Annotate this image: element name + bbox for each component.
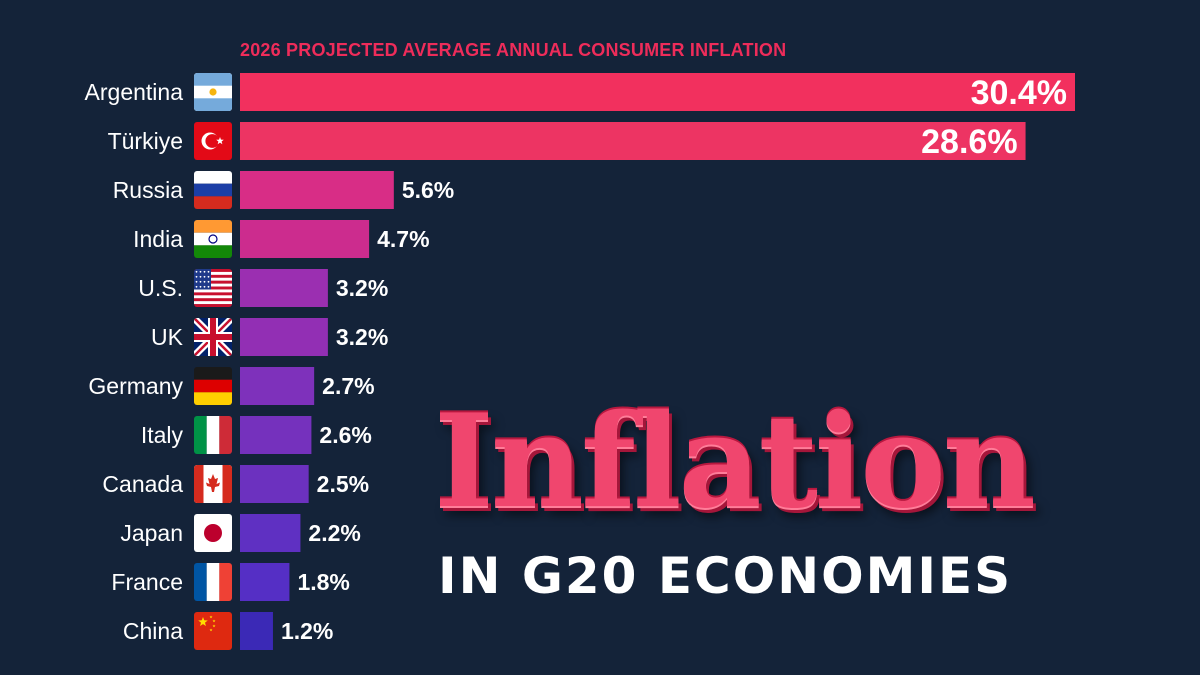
headline-subtitle: IN G20 ECONOMIES [438,547,1013,605]
value-label: 3.2% [336,324,388,350]
category-label: Germany [88,373,183,399]
category-label: Italy [141,422,184,448]
bar [240,318,328,356]
bar [240,73,1075,111]
bar [240,122,1026,160]
chart-title: 2026 PROJECTED AVERAGE ANNUAL CONSUMER I… [240,40,787,60]
argentina-flag-icon [194,73,232,111]
value-label: 2.7% [322,373,374,399]
category-label: UK [151,324,184,350]
bar [240,171,394,209]
france-flag-icon [194,563,232,601]
category-label: Türkiye [108,128,183,154]
india-flag-icon [194,220,232,258]
germany-flag-icon [194,367,232,405]
value-label: 1.2% [281,618,333,644]
china-flag-icon [194,612,232,650]
category-label: Russia [113,177,184,203]
category-label: Argentina [85,79,184,105]
category-label: France [111,569,183,595]
bar [240,416,312,454]
bar [240,220,370,258]
bar [240,514,301,552]
japan-flag-icon [194,514,232,552]
value-label: 30.4% [971,74,1067,112]
value-label: 2.6% [319,422,371,448]
bar [240,269,328,307]
bar [240,367,315,405]
bar [240,612,273,650]
value-label: 1.8% [297,569,349,595]
bar [240,465,309,503]
canada-flag-icon [194,465,232,503]
value-label: 4.7% [377,226,429,252]
category-label: Japan [120,520,183,546]
value-label: 2.2% [308,520,360,546]
value-label: 28.6% [921,123,1017,161]
turkiye-flag-icon [194,122,232,160]
value-label: 3.2% [336,275,388,301]
uk-flag-icon [194,318,232,356]
italy-flag-icon [194,416,232,454]
russia-flag-icon [194,171,232,209]
bar [240,563,290,601]
category-label: China [123,618,183,644]
category-label: India [133,226,183,252]
us-flag-icon [194,269,232,307]
category-label: U.S. [138,275,183,301]
value-label: 2.5% [317,471,369,497]
value-label: 5.6% [402,177,454,203]
category-label: Canada [102,471,183,497]
headline-title: Inflation [434,387,1036,537]
